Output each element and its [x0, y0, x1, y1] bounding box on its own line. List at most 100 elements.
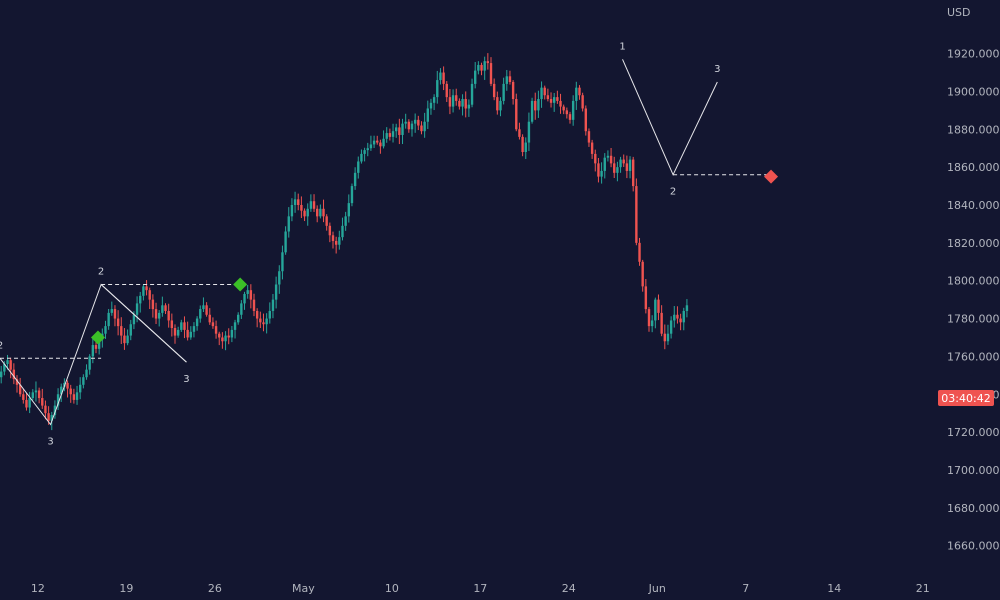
candle-body — [268, 310, 271, 319]
candle — [666, 324, 670, 345]
candles-layer — [0, 53, 689, 431]
candle-body — [158, 312, 161, 319]
candle — [382, 130, 385, 149]
candle — [363, 147, 366, 162]
candle-body — [625, 163, 629, 171]
candle — [467, 99, 471, 117]
candle-body — [328, 225, 332, 236]
candle-body — [145, 286, 148, 291]
candle-body — [436, 80, 439, 98]
candle — [619, 156, 622, 173]
candle — [18, 377, 22, 397]
candle-body — [195, 318, 199, 327]
candle — [123, 328, 126, 350]
candle — [79, 377, 82, 400]
candle-body — [309, 201, 313, 209]
candle — [104, 320, 107, 339]
candle — [189, 326, 192, 340]
candle — [417, 115, 420, 131]
candle-body — [41, 398, 44, 406]
candle — [372, 135, 376, 149]
candle-body — [139, 295, 142, 304]
x-tick-label: 24 — [562, 582, 576, 595]
candle — [407, 119, 411, 133]
candle-body — [401, 123, 404, 135]
candle-body — [331, 235, 335, 241]
candle-body — [423, 121, 426, 132]
candle-body — [12, 369, 16, 380]
candle-body — [224, 335, 227, 342]
candle — [654, 297, 657, 329]
candle-body — [521, 136, 524, 153]
candle-body — [6, 360, 9, 364]
y-tick-label: 1780.000 — [947, 313, 1000, 326]
candle — [584, 105, 587, 136]
candle-body — [420, 125, 423, 132]
candle-body — [91, 345, 95, 357]
candle — [442, 66, 445, 91]
candle-body — [388, 133, 392, 137]
candle — [404, 113, 407, 129]
candle-body — [432, 97, 436, 103]
candle-body — [192, 326, 196, 332]
candle — [142, 284, 145, 301]
candle-body — [290, 205, 294, 217]
candle-body — [287, 216, 290, 232]
candle — [635, 178, 638, 246]
price-axis[interactable]: USD 1660.0001680.0001700.0001720.0001740… — [947, 6, 1000, 553]
candle-body — [600, 170, 603, 177]
time-axis[interactable]: 12 19 26 May 10 17 24 Jun 7 14 21 — [31, 582, 930, 595]
candle-body — [553, 97, 556, 103]
candle — [502, 77, 505, 105]
candle — [319, 204, 322, 219]
candle-body — [363, 150, 366, 154]
candle-body — [455, 95, 458, 101]
candle — [208, 308, 211, 325]
y-tick-label: 1680.000 — [947, 502, 1000, 515]
candle-body — [312, 201, 316, 209]
candle-body — [515, 99, 518, 130]
candle — [161, 296, 164, 317]
candle-body — [334, 240, 338, 245]
candle — [186, 321, 189, 341]
y-tick-label: 1840.000 — [947, 199, 1000, 212]
candle-body — [429, 102, 433, 109]
candle — [483, 56, 486, 80]
currency-label: USD — [947, 6, 971, 19]
candle — [590, 139, 594, 159]
candle — [268, 302, 271, 324]
candle — [578, 85, 581, 100]
candle — [455, 88, 458, 106]
x-tick-label: May — [292, 582, 315, 595]
candle-body — [94, 345, 98, 349]
candle-body — [404, 121, 407, 124]
candle — [278, 265, 281, 294]
candle — [385, 127, 388, 143]
candle-body — [530, 100, 534, 122]
y-tick-label: 1800.000 — [947, 275, 1000, 288]
candle — [116, 310, 120, 336]
candle — [410, 120, 414, 137]
candle — [221, 332, 224, 349]
candle — [237, 312, 240, 325]
candle — [360, 149, 363, 164]
candle — [486, 53, 490, 70]
candle — [413, 113, 417, 133]
candle — [543, 85, 546, 100]
candle-body — [28, 398, 31, 408]
candle-body — [34, 390, 38, 393]
candle — [622, 154, 625, 167]
candle — [518, 122, 521, 140]
candle-body — [142, 286, 145, 296]
candle-body — [230, 329, 234, 338]
candle-body — [148, 290, 151, 300]
candle-body — [366, 148, 369, 151]
candle — [515, 93, 518, 132]
candle-body — [540, 87, 543, 100]
candle-body — [663, 333, 666, 342]
y-tick-label: 1660.000 — [947, 540, 1000, 553]
candle-body — [537, 99, 540, 111]
candle-body — [97, 339, 101, 349]
candle — [322, 199, 325, 223]
